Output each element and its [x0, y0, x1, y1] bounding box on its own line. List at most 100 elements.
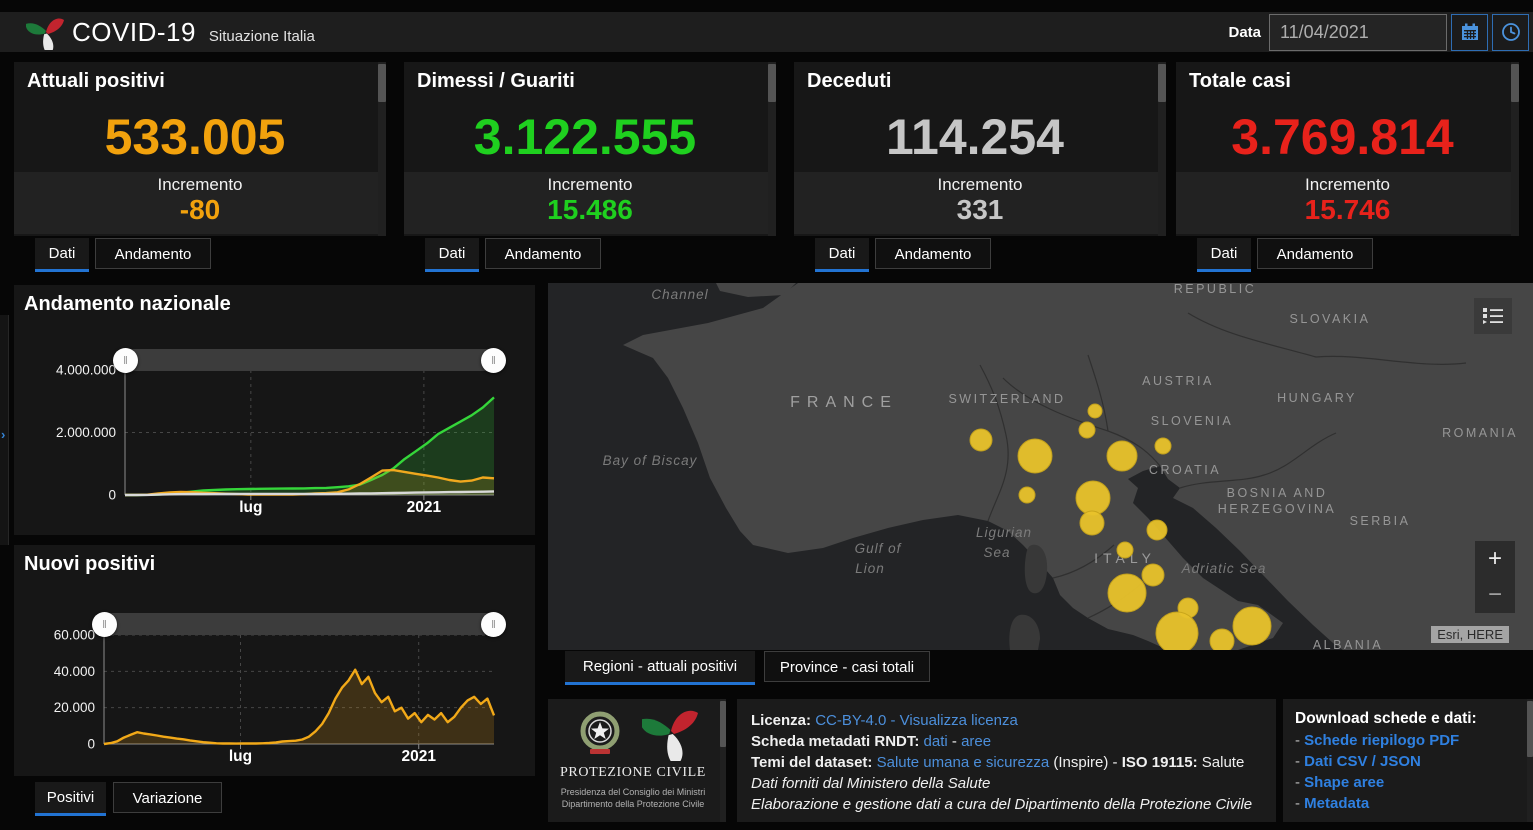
download-shape-link[interactable]: - Shape aree: [1295, 774, 1385, 791]
region-bubble[interactable]: [1079, 510, 1105, 536]
app-subtitle: Situazione Italia: [208, 28, 315, 45]
cc-by-link[interactable]: CC-BY-4.0: [815, 712, 887, 729]
region-bubble[interactable]: [1116, 541, 1134, 559]
svg-text:2021: 2021: [401, 748, 436, 765]
legend-list-icon: [1483, 308, 1503, 324]
panel-expander[interactable]: ›: [0, 315, 9, 545]
panel-scrollbar[interactable]: [1527, 699, 1533, 822]
tab-positivi[interactable]: Positivi: [35, 782, 106, 816]
svg-text:2.000.000: 2.000.000: [56, 425, 116, 440]
svg-text:60.000: 60.000: [54, 628, 95, 643]
sea-label: Adriatic Sea: [1181, 561, 1267, 576]
card-scrollbar[interactable]: [1511, 62, 1519, 236]
visualizza-licenza-link[interactable]: Visualizza licenza: [899, 712, 1018, 729]
country-label: SERBIA: [1350, 514, 1411, 528]
region-bubble[interactable]: [1141, 563, 1165, 587]
card-scrollbar[interactable]: [378, 62, 386, 236]
increment-value: 15.746: [1304, 194, 1391, 225]
tab-dati-0[interactable]: Dati: [35, 238, 89, 272]
increment-label: Incremento: [547, 175, 633, 194]
region-bubble[interactable]: [1146, 519, 1168, 541]
tab-andamento-2[interactable]: Andamento: [875, 238, 991, 269]
range-slider-handle-right[interactable]: ‖: [481, 348, 506, 373]
zoom-in-button[interactable]: +: [1487, 545, 1502, 572]
tab-andamento-1[interactable]: Andamento: [485, 238, 601, 269]
country-label: SLOVAKIA: [1290, 312, 1371, 326]
card-scrollbar[interactable]: [1158, 62, 1166, 236]
series-line-nuovi_positivi: [103, 668, 496, 746]
country-label: BOSNIA AND: [1227, 486, 1328, 500]
svg-text:0: 0: [87, 737, 95, 752]
region-bubble[interactable]: [1107, 573, 1147, 613]
logo-name: PROTEZIONE CIVILE: [560, 765, 706, 780]
increment-value: -80: [179, 194, 221, 225]
card-totale-casi: Totale casi 3.769.814 Incremento 15.746: [1176, 62, 1519, 236]
country-label: ROMANIA: [1442, 426, 1518, 440]
new-positives-panel: Nuovi positivi 0 20.000 40.000 60.000 lug 202…: [14, 545, 535, 776]
svg-text:2021: 2021: [407, 499, 442, 516]
region-bubble[interactable]: [1075, 480, 1111, 516]
region-bubble[interactable]: [1106, 440, 1138, 472]
tab-province[interactable]: Province - casi totali: [764, 651, 930, 682]
grip-icon: ‖: [491, 618, 496, 631]
tab-andamento-3[interactable]: Andamento: [1257, 238, 1373, 269]
logo-subline-2: Dipartimento della Protezione Civile: [561, 799, 705, 809]
calendar-icon: [1461, 23, 1478, 40]
country-label: REPUBLIC: [1174, 283, 1257, 296]
grip-icon: ‖: [102, 618, 107, 631]
license-panel: Licenza: CC-BY-4.0 - Visualizza licenza …: [737, 699, 1276, 822]
card-title: Attuali positivi: [27, 70, 165, 92]
sea-label: Ligurian: [976, 525, 1032, 540]
license-line-4: Dati forniti dal Ministero della Salute: [751, 775, 991, 792]
region-bubble[interactable]: [1154, 437, 1172, 455]
new-positives-chart[interactable]: 0 20.000 40.000 60.000 lug 2021: [14, 545, 535, 776]
zoom-out-button[interactable]: −: [1487, 581, 1502, 608]
legend-button[interactable]: [1474, 298, 1512, 334]
clock-icon: [1501, 23, 1520, 41]
italy-bubble-map[interactable]: Channel REPUBLIC SLOVAKIA Bay of Biscay FRAN…: [548, 283, 1533, 650]
tab-andamento-0[interactable]: Andamento: [95, 238, 211, 269]
series-area-attuali_positivi: [125, 470, 494, 495]
region-bubble[interactable]: [1018, 486, 1036, 504]
increment-value: 331: [956, 194, 1004, 225]
tab-dati-1[interactable]: Dati: [425, 238, 479, 272]
time-range-slider[interactable]: [125, 349, 494, 371]
range-slider-handle-left[interactable]: ‖: [92, 612, 117, 637]
card-title: Totale casi: [1189, 70, 1291, 92]
download-metadata-link[interactable]: - Metadata: [1295, 795, 1370, 812]
region-bubble[interactable]: [1087, 403, 1103, 419]
calendar-button[interactable]: [1451, 13, 1488, 51]
tab-regioni[interactable]: Regioni - attuali positivi: [565, 651, 755, 685]
region-bubble[interactable]: [1017, 438, 1053, 474]
tab-variazione[interactable]: Variazione: [113, 782, 222, 813]
panel-title: Andamento nazionale: [24, 293, 231, 315]
increment-label: Incremento: [157, 175, 243, 194]
date-input[interactable]: [1269, 13, 1447, 51]
panel-scrollbar[interactable]: [720, 699, 726, 822]
download-csv-json-link[interactable]: - Dati CSV / JSON: [1295, 753, 1421, 770]
tab-dati-3[interactable]: Dati: [1197, 238, 1251, 272]
region-bubble[interactable]: [1078, 421, 1096, 439]
region-bubble[interactable]: [1209, 628, 1235, 650]
national-trend-chart[interactable]: 0 2.000.000 4.000.000 lug 2021: [14, 285, 535, 535]
range-slider-handle-right[interactable]: ‖: [481, 612, 506, 637]
license-line-5: Elaborazione e gestione dati a cura del …: [751, 796, 1253, 813]
panel-title: Nuovi positivi: [24, 553, 156, 575]
card-value: 533.005: [104, 109, 286, 165]
rndt-aree-link[interactable]: aree: [961, 733, 992, 750]
date-label: Data: [1228, 23, 1261, 41]
rndt-dati-link[interactable]: dati: [923, 733, 948, 750]
time-range-slider[interactable]: [104, 613, 494, 635]
tab-dati-2[interactable]: Dati: [815, 238, 869, 272]
region-bubble[interactable]: [1155, 611, 1199, 650]
region-bubble[interactable]: [969, 428, 993, 452]
range-slider-handle-left[interactable]: ‖: [113, 348, 138, 373]
salute-umana-link[interactable]: Salute umana e sicurezza: [876, 754, 1050, 771]
card-scrollbar[interactable]: [768, 62, 776, 236]
download-pdf-link[interactable]: - Schede riepilogo PDF: [1295, 732, 1460, 749]
protezione-civile-emblem-icon: [642, 710, 698, 761]
card-value: 114.254: [886, 109, 1064, 165]
time-button[interactable]: [1492, 13, 1529, 51]
license-line-3: Temi del dataset: Salute umana e sicurez…: [751, 754, 1245, 771]
region-bubble[interactable]: [1232, 606, 1272, 646]
